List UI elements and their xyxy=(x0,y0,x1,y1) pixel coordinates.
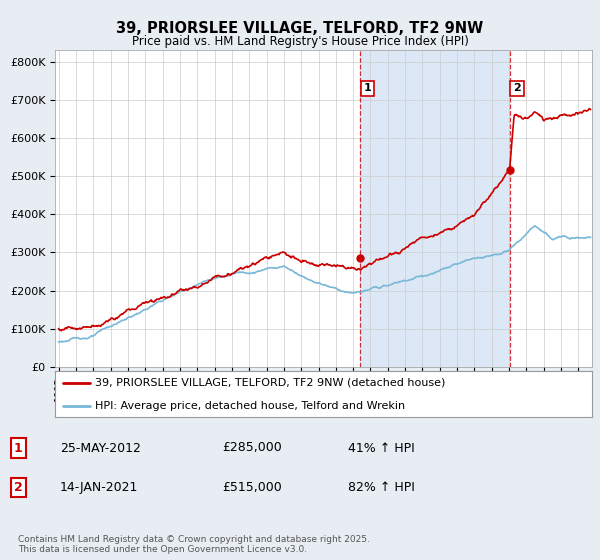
Text: £515,000: £515,000 xyxy=(222,480,282,494)
Bar xyxy=(360,50,510,367)
Text: 14-JAN-2021: 14-JAN-2021 xyxy=(60,480,139,494)
Text: 2: 2 xyxy=(513,83,521,94)
Text: 25-MAY-2012: 25-MAY-2012 xyxy=(60,441,141,455)
Text: 1: 1 xyxy=(364,83,371,94)
Text: 1: 1 xyxy=(14,441,22,455)
Text: 39, PRIORSLEE VILLAGE, TELFORD, TF2 9NW (detached house): 39, PRIORSLEE VILLAGE, TELFORD, TF2 9NW … xyxy=(95,378,446,388)
Text: £285,000: £285,000 xyxy=(222,441,282,455)
Text: 82% ↑ HPI: 82% ↑ HPI xyxy=(348,480,415,494)
Text: HPI: Average price, detached house, Telford and Wrekin: HPI: Average price, detached house, Telf… xyxy=(95,401,406,410)
Text: 39, PRIORSLEE VILLAGE, TELFORD, TF2 9NW: 39, PRIORSLEE VILLAGE, TELFORD, TF2 9NW xyxy=(116,21,484,36)
Text: Contains HM Land Registry data © Crown copyright and database right 2025.
This d: Contains HM Land Registry data © Crown c… xyxy=(18,535,370,554)
Text: 2: 2 xyxy=(14,480,22,494)
Text: Price paid vs. HM Land Registry's House Price Index (HPI): Price paid vs. HM Land Registry's House … xyxy=(131,35,469,48)
Text: 41% ↑ HPI: 41% ↑ HPI xyxy=(348,441,415,455)
